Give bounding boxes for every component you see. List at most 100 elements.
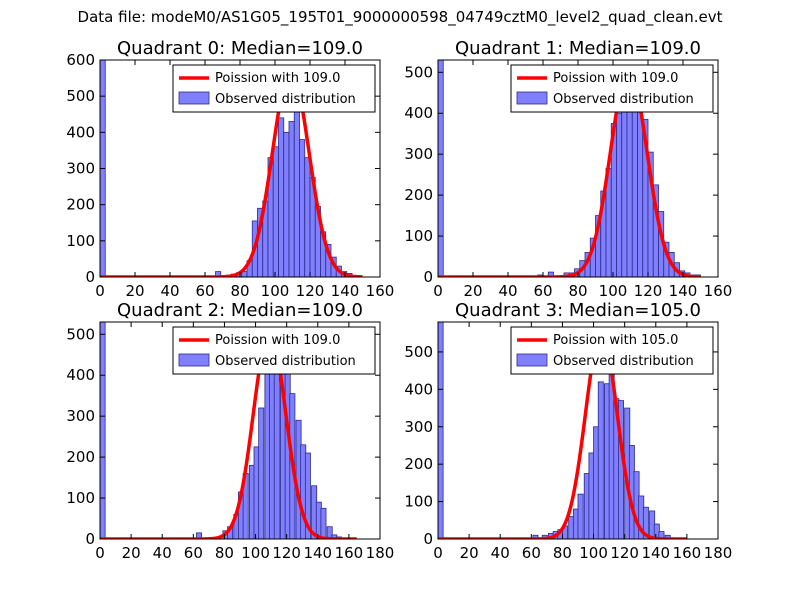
subplot-title: Quadrant 0: Median=109.0	[117, 38, 363, 59]
legend-bar-swatch	[516, 91, 548, 105]
x-tick-label: 180	[704, 544, 733, 562]
legend-label-poisson: Poission with 109.0	[553, 71, 678, 86]
x-tick-label: 160	[704, 282, 733, 300]
histogram-bar	[626, 110, 633, 277]
subplot-quadrant-3: 0 20 40 60 80 100 120 140 160 1800100200300400500…	[404, 300, 732, 562]
poisson-curve	[100, 330, 358, 539]
legend-label-observed: Observed distribution	[215, 354, 356, 369]
histogram-bar	[438, 322, 444, 539]
y-tick-label: 400	[66, 366, 95, 384]
plot-data-layer	[438, 60, 702, 277]
x-tick-label: 80	[568, 282, 587, 300]
histogram-bar	[196, 532, 202, 539]
x-tick-label: 80	[215, 544, 234, 562]
x-tick-label: 40	[153, 544, 172, 562]
legend-label-poisson: Poission with 105.0	[553, 333, 678, 348]
histogram-bar	[577, 493, 584, 539]
y-tick-label: 600	[66, 51, 95, 69]
subplot-quadrant-1: 0 20 40 60 80 100 120 140 160 0 100 200 300 400 500 Qua…	[404, 38, 732, 300]
x-tick-label: 120	[610, 544, 639, 562]
legend-label-observed: Observed distribution	[553, 354, 694, 369]
y-tick-label: 100	[66, 489, 95, 507]
x-tick-label: 140	[669, 282, 698, 300]
x-tick-label: 20	[463, 282, 482, 300]
x-tick-label: 20	[460, 544, 479, 562]
y-tick-label: 300	[66, 407, 95, 425]
legend-bar-swatch	[178, 91, 210, 105]
y-tick-label: 400	[404, 380, 433, 398]
x-tick-label: 0	[433, 282, 443, 300]
y-tick-label: 200	[66, 196, 95, 214]
subplot-title: Quadrant 3: Median=105.0	[455, 300, 701, 321]
plot-data-layer	[100, 60, 364, 277]
subplot-title: Quadrant 1: Median=109.0	[455, 38, 701, 59]
histogram-bar	[293, 110, 300, 277]
x-tick-label: 160	[366, 282, 395, 300]
y-tick-label: 500	[404, 63, 433, 81]
axes-frame	[437, 321, 719, 540]
legend-bar-swatch	[178, 353, 210, 367]
y-tick-label: 0	[85, 268, 95, 286]
histogram-bar	[278, 117, 285, 277]
y-tick-label: 500	[66, 87, 95, 105]
y-tick-label: 300	[66, 160, 95, 178]
legend-label-poisson: Poission with 109.0	[215, 71, 340, 86]
histogram-bar	[631, 92, 638, 277]
y-tick-label: 100	[66, 232, 95, 250]
legend-label-observed: Observed distribution	[553, 92, 694, 107]
poisson-curve	[438, 68, 702, 277]
histogram-bar	[299, 139, 306, 277]
x-tick-label: 60	[184, 544, 203, 562]
y-tick-label: 200	[404, 186, 433, 204]
y-tick-label: 300	[404, 145, 433, 163]
plot-data-layer	[438, 322, 688, 539]
histogram-bar	[616, 112, 623, 277]
y-tick-label: 400	[66, 123, 95, 141]
x-tick-label: 160	[673, 544, 702, 562]
x-tick-label: 0	[95, 544, 105, 562]
poisson-curve	[100, 69, 364, 277]
legend-label-poisson: Poission with 109.0	[215, 333, 340, 348]
x-tick-label: 120	[296, 282, 325, 300]
x-tick-label: 100	[241, 544, 270, 562]
y-tick-label: 200	[404, 455, 433, 473]
x-tick-label: 140	[641, 544, 670, 562]
x-tick-label: 0	[95, 282, 105, 300]
x-tick-label: 160	[335, 544, 364, 562]
y-tick-label: 100	[404, 227, 433, 245]
x-tick-label: 120	[634, 282, 663, 300]
legend-label-observed: Observed distribution	[215, 92, 356, 107]
histogram-bar	[597, 381, 604, 539]
x-tick-label: 60	[522, 544, 541, 562]
histogram-bar	[304, 157, 311, 277]
figure-suptitle: Data file: modeM0/AS1G05_195T01_90000005…	[77, 8, 723, 26]
x-tick-label: 140	[303, 544, 332, 562]
legend-bar-swatch	[516, 353, 548, 367]
y-tick-label: 100	[404, 493, 433, 511]
x-tick-label: 60	[533, 282, 552, 300]
histogram-bar	[272, 146, 279, 277]
histogram-bar	[320, 507, 327, 539]
y-tick-label: 0	[423, 268, 433, 286]
y-tick-label: 400	[404, 104, 433, 122]
subplot-quadrant-0: 0 20 40 60 80 100 120 140 160 0 100 200 300 400 500 600…	[66, 38, 394, 300]
poisson-curve	[438, 331, 688, 539]
histogram-bar	[215, 271, 222, 277]
x-tick-label: 120	[272, 544, 301, 562]
subplot-quadrant-2: 0 20 40 60 80 100 120 140 160 1800100200300400500…	[66, 300, 394, 562]
x-tick-label: 60	[195, 282, 214, 300]
histogram-bar	[288, 121, 295, 277]
x-tick-label: 0	[433, 544, 443, 562]
x-tick-label: 180	[366, 544, 395, 562]
x-tick-label: 40	[491, 544, 510, 562]
y-tick-label: 200	[66, 448, 95, 466]
x-tick-label: 40	[160, 282, 179, 300]
y-tick-label: 500	[66, 325, 95, 343]
x-tick-label: 140	[331, 282, 360, 300]
y-tick-label: 0	[85, 530, 95, 548]
x-tick-label: 40	[498, 282, 517, 300]
histogram-bar	[438, 60, 444, 277]
histogram-bar	[100, 322, 106, 539]
subplot-title: Quadrant 2: Median=109.0	[117, 300, 363, 321]
